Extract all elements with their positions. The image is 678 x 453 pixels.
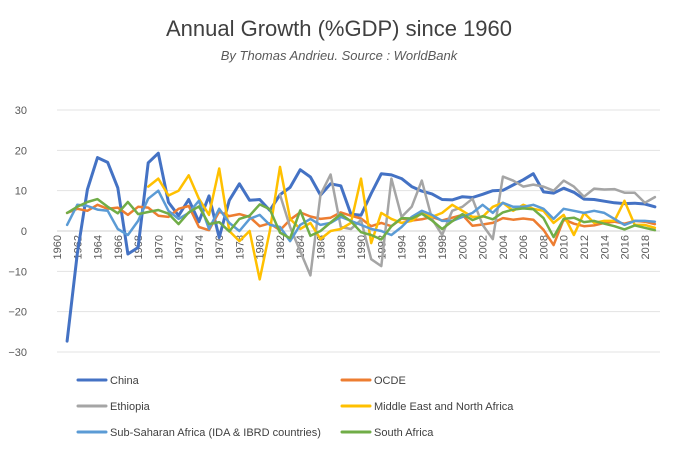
x-tick-label: 1998: [437, 235, 449, 259]
y-axis-ticks: 30 20 10 0 −10 −20 −30: [8, 105, 27, 359]
x-tick-label: 2008: [538, 235, 550, 259]
x-tick-label: 2018: [640, 235, 652, 259]
x-tick-label: 2004: [498, 235, 510, 259]
x-tick-label: 1960: [52, 235, 64, 259]
legend-label: Ethiopia: [110, 401, 151, 413]
x-tick-label: 1964: [93, 235, 105, 259]
x-tick-label: 1988: [336, 235, 348, 259]
x-tick-label: 1990: [356, 235, 368, 259]
y-tick-label: 0: [21, 226, 27, 238]
series-line-middle-east-and-north-africa: [146, 165, 657, 281]
y-tick-label: −30: [8, 347, 27, 359]
x-tick-label: 2002: [478, 235, 490, 259]
x-tick-label: 1982: [275, 235, 287, 259]
x-tick-label: 1972: [174, 235, 186, 259]
chart-title: Annual Growth (%GDP) since 1960: [166, 16, 512, 41]
series-line-ocde: [65, 203, 657, 247]
legend: China OCDE Ethiopia Middle East and North A…: [76, 375, 514, 439]
legend-label: OCDE: [374, 375, 406, 387]
legend-label: Sub-Saharan Africa (IDA & IBRD countries…: [110, 427, 321, 439]
legend-label: Middle East and North Africa: [374, 401, 514, 413]
y-tick-label: 30: [15, 105, 27, 117]
x-tick-label: 1978: [234, 235, 246, 259]
x-tick-label: 2006: [518, 235, 530, 259]
x-tick-label: 2010: [559, 235, 571, 259]
x-tick-label: 1966: [113, 235, 125, 259]
legend-label: South Africa: [374, 427, 434, 439]
x-tick-label: 1976: [214, 235, 226, 259]
x-tick-label: 1980: [255, 235, 267, 259]
series-lines: [65, 151, 657, 343]
x-tick-label: 2012: [579, 235, 591, 259]
x-tick-label: 1996: [417, 235, 429, 259]
y-tick-label: 20: [15, 145, 27, 157]
x-tick-label: 1986: [315, 235, 327, 259]
x-tick-label: 2014: [599, 235, 611, 259]
y-tick-label: −20: [8, 307, 27, 319]
chart-subtitle: By Thomas Andrieu. Source : WorldBank: [221, 48, 459, 63]
x-tick-label: 1984: [295, 235, 307, 259]
series-line-sub-saharan-africa-ida-ibrd-countries: [65, 189, 657, 243]
series-line-south-africa: [65, 197, 657, 241]
x-tick-label: 1970: [153, 235, 165, 259]
x-tick-label: 1994: [397, 235, 409, 259]
series-line-china: [65, 151, 657, 343]
y-tick-label: 10: [15, 186, 27, 198]
x-tick-label: 2000: [457, 235, 469, 259]
x-tick-label: 1974: [194, 235, 206, 259]
x-tick-label: 2016: [620, 235, 632, 259]
legend-label: China: [110, 375, 140, 387]
y-tick-label: −10: [8, 266, 27, 278]
